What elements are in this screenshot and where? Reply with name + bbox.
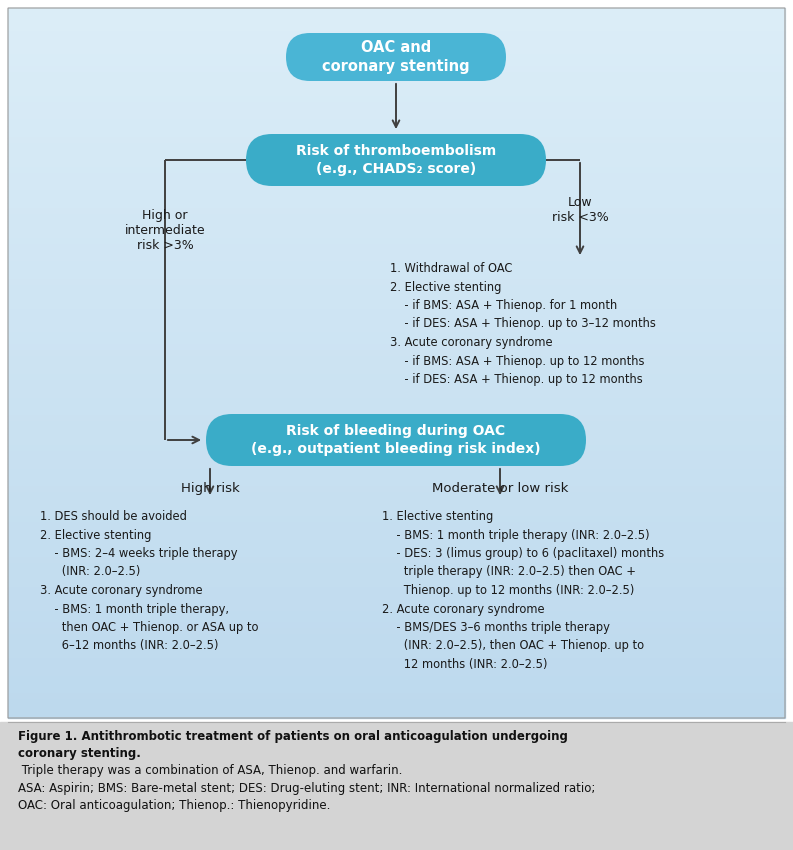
Bar [8, 469, 785, 475]
Bar [8, 605, 785, 611]
Bar [8, 475, 785, 481]
Bar [8, 594, 785, 599]
Bar [8, 647, 785, 653]
Bar [8, 535, 785, 541]
Text: 1. Elective stenting
    - BMS: 1 month triple therapy (INR: 2.0–2.5)
    - DES:: 1. Elective stenting - BMS: 1 month trip… [382, 510, 665, 671]
Bar [8, 233, 785, 239]
Bar [8, 428, 785, 434]
Bar [8, 582, 785, 588]
Bar [8, 31, 785, 37]
Bar [8, 440, 785, 446]
Bar [8, 245, 785, 251]
Bar [8, 387, 785, 393]
Bar [8, 227, 785, 233]
Bar [8, 298, 785, 303]
Bar [8, 173, 785, 179]
Bar [8, 162, 785, 167]
Bar [8, 558, 785, 564]
Bar [8, 185, 785, 191]
Bar [8, 115, 785, 121]
Bar [8, 263, 785, 269]
Bar [8, 357, 785, 363]
Bar [8, 97, 785, 103]
Bar [8, 14, 785, 20]
Bar [8, 588, 785, 594]
Bar [8, 275, 785, 280]
Bar [8, 493, 785, 499]
Bar [8, 315, 785, 321]
Bar [8, 150, 785, 156]
Bar [8, 505, 785, 511]
Bar [8, 529, 785, 535]
Bar [8, 564, 785, 570]
Bar [8, 20, 785, 26]
Bar [8, 251, 785, 257]
Bar [8, 665, 785, 671]
Bar [8, 629, 785, 635]
Bar [8, 43, 785, 49]
Bar [8, 333, 785, 339]
Bar [8, 434, 785, 440]
Bar [8, 303, 785, 309]
Bar [8, 144, 785, 150]
Bar [8, 67, 785, 73]
Bar [8, 393, 785, 399]
Bar [8, 457, 785, 463]
Text: Triple therapy was a combination of ASA, Thienop. and warfarin.
ASA: Aspirin; BM: Triple therapy was a combination of ASA,… [18, 764, 596, 813]
Bar [8, 103, 785, 109]
FancyBboxPatch shape [246, 134, 546, 186]
Bar [8, 203, 785, 209]
Bar [8, 552, 785, 558]
Bar [8, 671, 785, 677]
Bar [8, 694, 785, 700]
Bar [8, 197, 785, 203]
Bar [8, 327, 785, 333]
Bar [8, 599, 785, 605]
Text: High or
intermediate
risk >3%: High or intermediate risk >3% [125, 208, 205, 252]
Bar [8, 688, 785, 694]
Bar [8, 547, 785, 553]
Bar [8, 623, 785, 629]
Bar [8, 570, 785, 576]
Bar [8, 446, 785, 451]
Bar [8, 121, 785, 127]
Bar [8, 375, 785, 381]
Bar [8, 617, 785, 623]
Text: OAC and
coronary stenting: OAC and coronary stenting [322, 40, 469, 74]
Bar [8, 269, 785, 275]
Bar [8, 451, 785, 457]
Bar [8, 127, 785, 133]
Bar [8, 351, 785, 357]
Bar [8, 55, 785, 61]
Bar [8, 653, 785, 659]
Bar [8, 517, 785, 523]
Bar [8, 411, 785, 416]
Text: Figure 1. Antithrombotic treatment of patients on oral anticoagulation undergoin: Figure 1. Antithrombotic treatment of pa… [18, 730, 568, 761]
Bar [8, 635, 785, 641]
Bar [8, 523, 785, 529]
Bar [8, 659, 785, 665]
Text: 1. Withdrawal of OAC
2. Elective stenting
    - if BMS: ASA + Thienop. for 1 mon: 1. Withdrawal of OAC 2. Elective stentin… [390, 262, 656, 386]
Bar [8, 109, 785, 115]
Bar [0, 722, 793, 850]
Bar [8, 215, 785, 221]
Bar [8, 26, 785, 31]
Bar [8, 683, 785, 689]
Bar [8, 706, 785, 712]
Bar [8, 167, 785, 173]
Bar [8, 286, 785, 292]
Bar [8, 257, 785, 263]
Bar [8, 499, 785, 505]
Bar [8, 61, 785, 67]
Bar [8, 85, 785, 91]
Bar [8, 321, 785, 327]
Text: Low
risk <3%: Low risk <3% [552, 196, 608, 224]
Bar [8, 156, 785, 162]
Bar [8, 339, 785, 345]
Bar [8, 292, 785, 298]
Bar [8, 37, 785, 43]
Bar [8, 487, 785, 493]
Bar [8, 221, 785, 227]
Bar [8, 280, 785, 286]
Bar [8, 179, 785, 185]
